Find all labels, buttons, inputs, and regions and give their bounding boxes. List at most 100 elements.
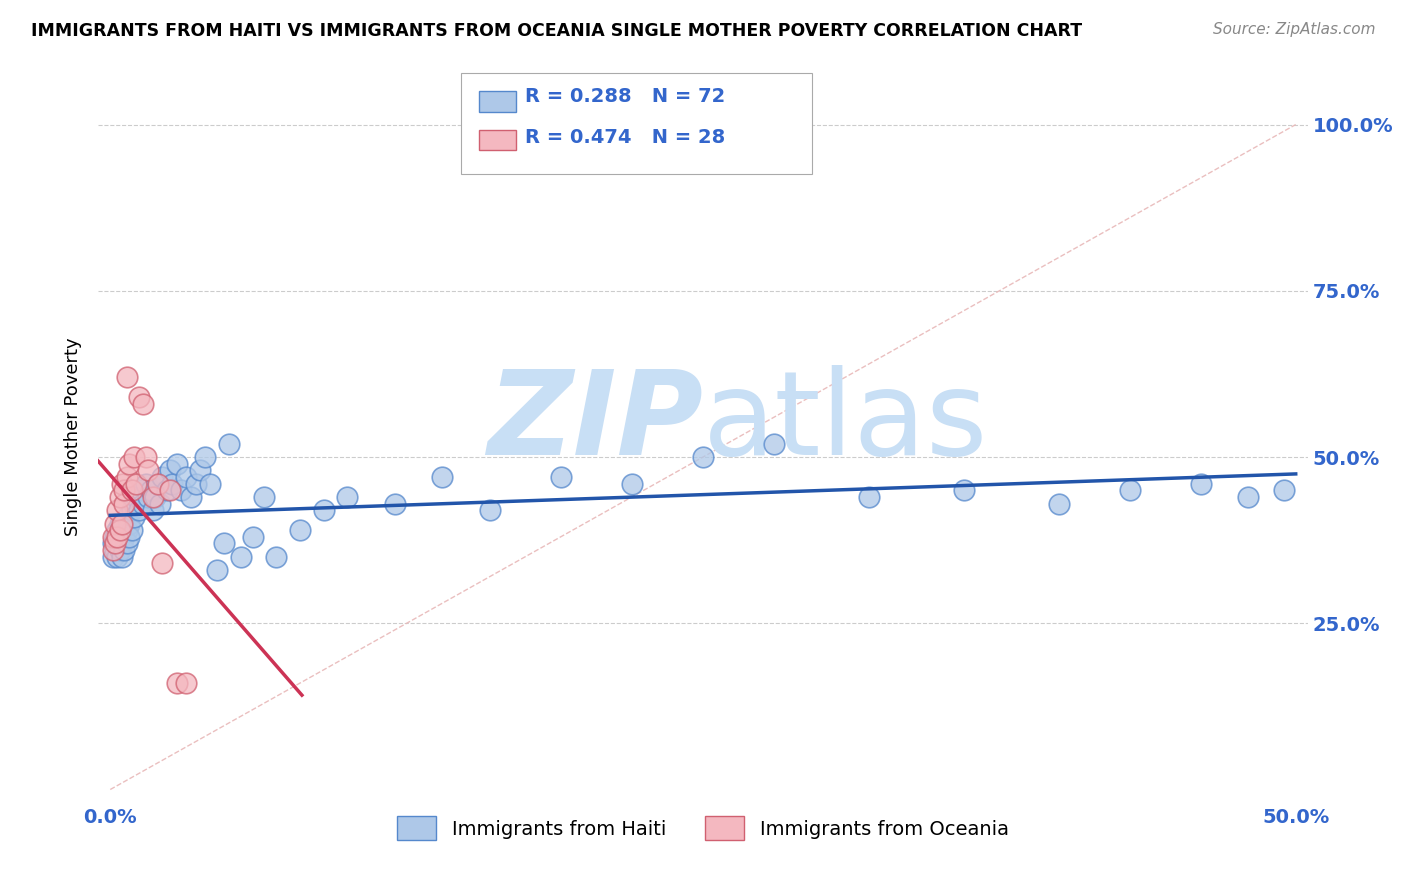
- Point: [156, 483, 179, 498]
- Point: [149, 497, 172, 511]
- Point: [115, 470, 138, 484]
- Text: atlas: atlas: [703, 365, 988, 480]
- Point: [114, 543, 136, 558]
- Point: [122, 450, 145, 464]
- Point: [212, 536, 235, 550]
- Point: [101, 543, 124, 558]
- Point: [763, 436, 786, 450]
- Point: [288, 523, 311, 537]
- Point: [111, 523, 134, 537]
- Point: [135, 476, 157, 491]
- Point: [1119, 483, 1142, 498]
- Point: [121, 523, 143, 537]
- Point: [108, 523, 131, 537]
- Point: [159, 483, 181, 498]
- Point: [858, 490, 880, 504]
- FancyBboxPatch shape: [479, 91, 516, 112]
- Point: [152, 557, 174, 571]
- Point: [121, 483, 143, 498]
- Point: [198, 476, 221, 491]
- Point: [115, 370, 138, 384]
- Text: R = 0.288   N = 72: R = 0.288 N = 72: [526, 87, 725, 106]
- Legend: Immigrants from Haiti, Immigrants from Oceania: Immigrants from Haiti, Immigrants from O…: [389, 809, 1017, 848]
- Point: [139, 483, 162, 498]
- Point: [1272, 483, 1295, 498]
- Point: [142, 490, 165, 504]
- Point: [1237, 490, 1260, 504]
- Point: [159, 463, 181, 477]
- Point: [264, 549, 287, 564]
- Point: [174, 470, 197, 484]
- Point: [104, 543, 127, 558]
- Text: IMMIGRANTS FROM HAITI VS IMMIGRANTS FROM OCEANIA SINGLE MOTHER POVERTY CORRELATI: IMMIGRANTS FROM HAITI VS IMMIGRANTS FROM…: [31, 22, 1083, 40]
- Point: [118, 530, 141, 544]
- Point: [115, 523, 138, 537]
- Point: [190, 463, 212, 477]
- Point: [111, 516, 134, 531]
- Point: [129, 483, 152, 498]
- Point: [105, 530, 128, 544]
- Text: R = 0.474   N = 28: R = 0.474 N = 28: [526, 128, 725, 146]
- Point: [194, 450, 217, 464]
- Point: [122, 497, 145, 511]
- Point: [136, 463, 159, 477]
- Point: [620, 476, 643, 491]
- Point: [229, 549, 252, 564]
- Point: [122, 509, 145, 524]
- Point: [105, 523, 128, 537]
- Point: [132, 397, 155, 411]
- Point: [108, 543, 131, 558]
- Point: [478, 503, 501, 517]
- Point: [166, 457, 188, 471]
- Point: [384, 497, 406, 511]
- Point: [180, 490, 202, 504]
- Point: [205, 563, 228, 577]
- Point: [184, 476, 207, 491]
- Point: [146, 476, 169, 491]
- Point: [114, 497, 136, 511]
- Point: [108, 516, 131, 531]
- Point: [166, 676, 188, 690]
- Y-axis label: Single Mother Poverty: Single Mother Poverty: [65, 338, 83, 536]
- Point: [142, 503, 165, 517]
- Point: [550, 470, 572, 484]
- Point: [952, 483, 974, 498]
- Text: ZIP: ZIP: [486, 365, 703, 480]
- Point: [135, 450, 157, 464]
- Point: [218, 436, 240, 450]
- FancyBboxPatch shape: [461, 73, 811, 174]
- Point: [101, 536, 124, 550]
- Point: [432, 470, 454, 484]
- Point: [125, 476, 148, 491]
- Point: [253, 490, 276, 504]
- FancyBboxPatch shape: [479, 130, 516, 151]
- Point: [692, 450, 714, 464]
- Point: [125, 490, 148, 504]
- Point: [115, 509, 138, 524]
- Point: [104, 536, 127, 550]
- Point: [132, 497, 155, 511]
- Point: [242, 530, 264, 544]
- Point: [104, 516, 127, 531]
- Point: [336, 490, 359, 504]
- Point: [104, 530, 127, 544]
- Point: [114, 530, 136, 544]
- Point: [1047, 497, 1070, 511]
- Point: [128, 503, 150, 517]
- Point: [118, 457, 141, 471]
- Point: [108, 530, 131, 544]
- Point: [101, 549, 124, 564]
- Point: [114, 483, 136, 498]
- Point: [115, 536, 138, 550]
- Point: [111, 476, 134, 491]
- Point: [128, 390, 150, 404]
- Point: [108, 490, 131, 504]
- Point: [101, 530, 124, 544]
- Point: [121, 503, 143, 517]
- Point: [111, 549, 134, 564]
- Point: [312, 503, 335, 517]
- Point: [105, 536, 128, 550]
- Point: [111, 536, 134, 550]
- Point: [160, 476, 183, 491]
- Point: [152, 470, 174, 484]
